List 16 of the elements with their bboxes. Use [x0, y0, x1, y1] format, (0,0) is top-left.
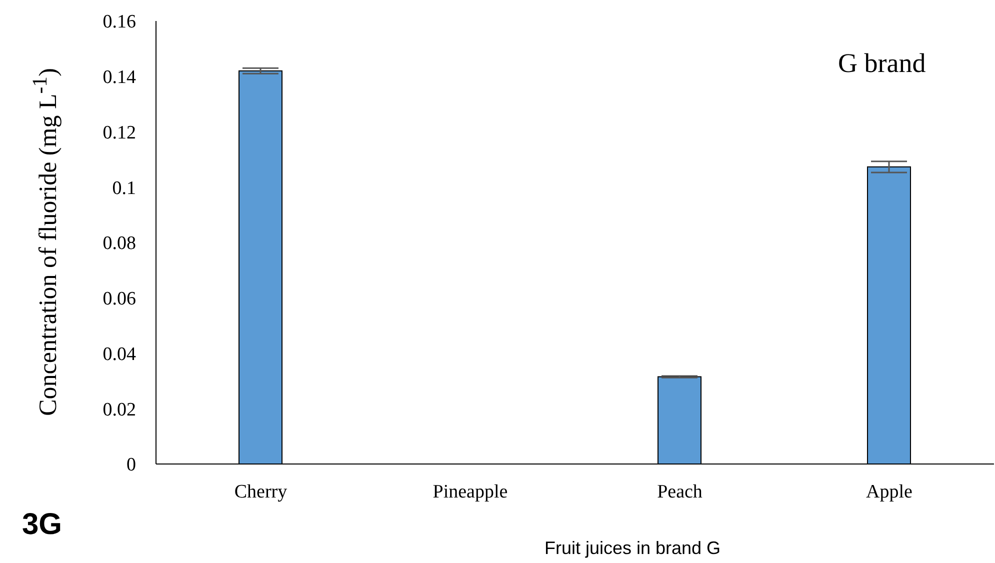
y-tick-label: 0.06: [102, 288, 136, 310]
x-tick-label: Cherry: [234, 481, 288, 502]
x-tick-label: Pineapple: [432, 481, 508, 502]
y-tick-label: 0.04: [102, 344, 136, 365]
y-tick-label: 0.14: [102, 67, 136, 88]
x-axis-title: Fruit juices in brand G: [544, 538, 721, 558]
y-tick-label: 0: [126, 454, 136, 476]
y-tick-label: 0.16: [102, 12, 136, 33]
y-tick-label: 0.12: [102, 122, 136, 144]
annotation: G brand: [838, 48, 926, 79]
x-tick-label: Apple: [866, 481, 912, 502]
y-tick-label: 0.08: [102, 233, 136, 254]
x-tick-label: Peach: [657, 481, 703, 502]
text: 3G: [22, 508, 62, 542]
y-tick-label: 0.1: [112, 178, 136, 199]
y-tick-label: 0.02: [102, 399, 136, 420]
